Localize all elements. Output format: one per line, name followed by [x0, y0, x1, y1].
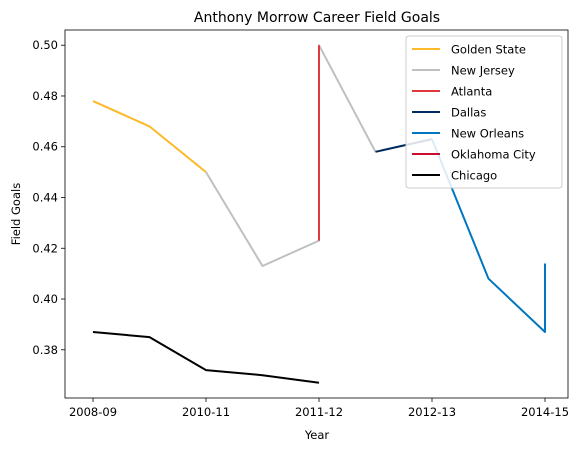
x-tick-label: 2008-09 — [69, 405, 117, 419]
legend-label-dallas: Dallas — [451, 106, 486, 120]
series-line-new-orleans — [431, 138, 546, 333]
plot-frame — [64, 29, 569, 399]
x-tick-label: 2011-12 — [295, 405, 343, 419]
legend-label-new-orleans: New Orleans — [451, 127, 524, 141]
series-line-chicago — [92, 331, 320, 384]
x-axis-label: Year — [304, 428, 330, 442]
y-tick-label: 0.38 — [32, 343, 58, 357]
y-axis-label: Field Goals — [9, 183, 23, 245]
series-lines — [92, 44, 546, 384]
x-axis: 2008-092010-112011-122012-132014-152016-… — [69, 398, 569, 419]
chart-title: Anthony Morrow Career Field Goals — [194, 10, 440, 26]
series-line-new-jersey — [205, 44, 377, 267]
legend-label-golden-state: Golden State — [451, 43, 526, 57]
x-tick-label: 2012-13 — [408, 405, 456, 419]
y-tick-label: 0.44 — [32, 191, 58, 205]
legend-box — [405, 35, 563, 189]
y-axis: 0.38 0.40 0.42 0.44 0.46 0.48 0.50 — [32, 38, 65, 357]
legend-label-oklahoma-city: Oklahoma City — [451, 148, 536, 162]
y-tick-label: 0.50 — [32, 38, 58, 52]
x-tick-label: 2010-11 — [182, 405, 230, 419]
series-line-golden-state — [92, 100, 207, 173]
legend-label-new-jersey: New Jersey — [451, 64, 515, 78]
y-tick-label: 0.46 — [32, 140, 58, 154]
x-tick-label: 2014-15 — [521, 405, 569, 419]
legend-label-chicago: Chicago — [451, 169, 497, 183]
legend: Golden State New Jersey Atlanta Dallas New O… — [405, 35, 563, 189]
legend-label-atlanta: Atlanta — [451, 85, 492, 99]
y-tick-label: 0.48 — [32, 89, 58, 103]
y-tick-label: 0.40 — [32, 292, 58, 306]
y-tick-label: 0.42 — [32, 241, 58, 255]
